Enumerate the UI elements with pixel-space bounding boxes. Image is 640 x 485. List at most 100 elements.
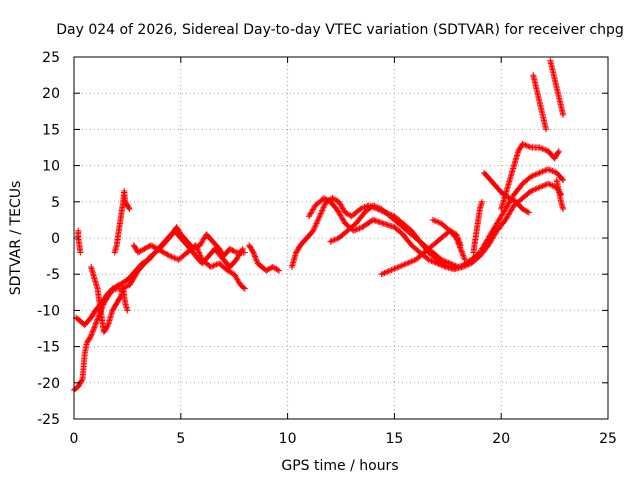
data-point-marker (126, 206, 133, 213)
data-point-marker (560, 111, 567, 118)
data-point-marker (158, 248, 165, 255)
data-point-marker (427, 257, 433, 264)
data-point-marker (548, 181, 555, 188)
data-point-marker (135, 249, 142, 256)
data-point-marker (382, 269, 389, 276)
y-tick-label: 20 (42, 86, 60, 102)
data-point-marker (385, 268, 392, 275)
data-point-marker (357, 224, 364, 231)
data-point-marker (155, 246, 162, 253)
data-point-marker (330, 195, 337, 202)
data-point-marker (161, 250, 168, 257)
data-point-marker (454, 239, 461, 246)
data-point-marker (250, 249, 257, 256)
data-point-marker (445, 259, 452, 266)
data-point-marker (319, 207, 326, 214)
data-point-marker (272, 265, 279, 272)
axis-ticks (73, 56, 609, 420)
data-point-marker (435, 219, 442, 226)
data-point-marker (533, 171, 540, 178)
data-point-marker (88, 331, 95, 338)
data-point-marker (324, 197, 331, 204)
data-point-marker (329, 195, 336, 202)
data-point-marker (371, 203, 378, 210)
data-point-marker (90, 327, 97, 334)
data-point-marker (310, 227, 317, 234)
data-point-marker (540, 168, 547, 175)
data-point-marker (560, 177, 567, 184)
data-point-marker (138, 247, 145, 254)
data-point-marker (321, 203, 328, 210)
data-point-marker (119, 279, 126, 286)
data-point-marker (154, 245, 161, 252)
data-point-marker (444, 259, 451, 266)
data-point-marker (460, 254, 467, 261)
x-tick-label: 15 (385, 431, 403, 447)
data-point-marker (110, 284, 117, 291)
data-point-marker (555, 149, 562, 156)
data-point-marker (519, 206, 526, 213)
data-point-marker (535, 170, 542, 177)
chart-title: Day 024 of 2026, Sidereal Day-to-day VTE… (56, 22, 624, 38)
data-point-marker (211, 262, 218, 269)
data-point-marker (536, 169, 543, 176)
data-point-marker (89, 330, 96, 337)
data-point-marker (540, 146, 547, 153)
data-point-marker (137, 248, 144, 255)
data-point-marker (239, 245, 246, 252)
data-point-marker (227, 269, 234, 276)
data-point-marker (510, 197, 517, 204)
data-point-marker (140, 259, 147, 266)
data-point-marker (452, 262, 459, 269)
data-point-marker (274, 266, 281, 273)
data-point-marker (546, 166, 553, 173)
data-point-marker (375, 204, 382, 211)
data-point-marker (163, 250, 170, 257)
data-point-marker (441, 257, 448, 264)
data-point-marker (315, 214, 322, 221)
data-point-marker (151, 244, 158, 251)
data-point-marker (226, 268, 233, 275)
data-point-marker (431, 217, 438, 224)
y-tick-labels: 25 20 15 10 5 0 -5 -10 -15 -20 -25 (37, 50, 60, 428)
data-point-marker (549, 182, 556, 189)
data-point-marker (147, 242, 154, 249)
data-point-marker (525, 143, 532, 150)
y-tick-label: -5 (46, 267, 60, 283)
data-point-marker (169, 254, 176, 261)
data-point-marker (224, 267, 231, 274)
data-point-marker (370, 202, 377, 209)
data-point-marker (197, 253, 204, 260)
data-point-marker (240, 284, 247, 291)
data-point-marker (461, 263, 468, 270)
data-point-marker (441, 263, 448, 270)
data-point-marker (543, 126, 550, 133)
data-point-marker (143, 258, 150, 265)
data-point-marker (438, 262, 445, 269)
data-point-marker (522, 142, 529, 149)
data-point-marker (542, 167, 549, 174)
data-point-marker (153, 245, 160, 252)
data-point-marker (432, 259, 439, 266)
data-point-marker (317, 211, 324, 218)
data-point-marker (310, 226, 317, 233)
data-point-marker (524, 208, 531, 215)
data-point-marker (528, 173, 535, 180)
data-point-marker (526, 143, 533, 150)
data-point-marker (520, 141, 527, 148)
data-point-marker (455, 240, 462, 247)
data-point-marker (357, 206, 364, 213)
data-point-marker (529, 187, 536, 194)
data-point-marker (124, 307, 131, 314)
data-point-marker (525, 209, 532, 216)
data-point-marker (330, 237, 337, 244)
data-point-marker (539, 145, 546, 152)
data-point-marker (532, 186, 539, 193)
data-point-marker (533, 185, 540, 192)
data-point-marker (144, 244, 151, 251)
data-point-marker (167, 253, 174, 260)
y-axis-label: SDTVAR / TECUs (8, 181, 24, 296)
data-point-marker (559, 176, 566, 183)
data-point-marker (539, 183, 546, 190)
